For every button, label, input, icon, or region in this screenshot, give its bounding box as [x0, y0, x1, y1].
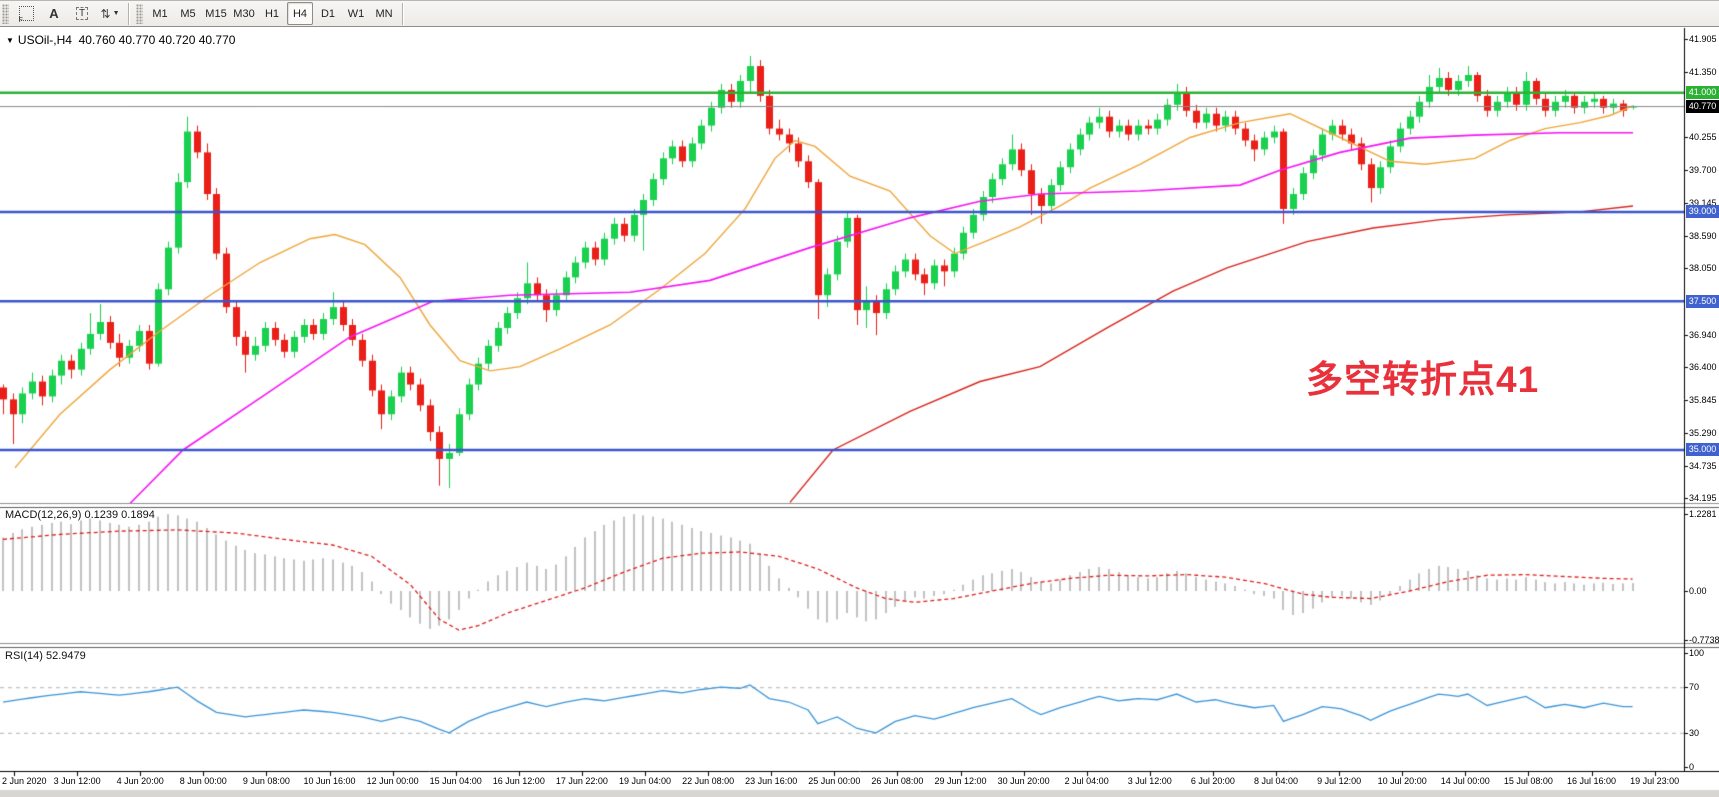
rsi-axis-tick: 30: [1689, 727, 1700, 738]
price-axis-tick: 36.400: [1689, 361, 1717, 372]
time-axis-label: 3 Jun 12:00: [53, 776, 101, 786]
time-axis-label: 25 Jun 00:00: [808, 776, 861, 786]
time-axis-label: 4 Jun 20:00: [116, 776, 164, 786]
text-box-tool-button[interactable]: T: [69, 2, 95, 25]
macd-panel-label: MACD(12,26,9) 0.1239 0.1894: [5, 509, 155, 521]
toolbar-grip[interactable]: [2, 3, 9, 24]
text-box-icon: T: [75, 7, 89, 20]
time-axis-label: 9 Jul 12:00: [1317, 776, 1362, 786]
timeframe-h4-button[interactable]: H4: [287, 2, 313, 25]
time-axis-label: 30 Jun 20:00: [997, 776, 1050, 786]
price-axis-tick: 38.050: [1689, 263, 1717, 274]
toolbar-separator: [128, 2, 130, 25]
toolbar-grip[interactable]: [136, 3, 143, 24]
time-axis-label: 6 Jul 20:00: [1190, 776, 1235, 786]
price-axis-tick: 38.590: [1689, 231, 1717, 242]
price-axis-tick: 35.290: [1689, 427, 1717, 438]
price-level-badge: 37.500: [1686, 294, 1719, 308]
symbol-name: USOil-,H4: [17, 33, 72, 47]
timeframe-d1-button[interactable]: D1: [320, 7, 336, 20]
rsi-panel-label: RSI(14) 52.9479: [5, 650, 86, 662]
time-axis-label: 15 Jul 08:00: [1503, 776, 1553, 786]
time-axis-label: 29 Jun 12:00: [934, 776, 987, 786]
rsi-axis-tick: 0: [1689, 762, 1695, 772]
time-axis-label: 26 Jun 08:00: [871, 776, 924, 786]
price-axis-tick: 41.350: [1689, 67, 1717, 78]
time-axis-label: 19 Jul 23:00: [1630, 776, 1680, 786]
arrows-icon: ⇅: [100, 6, 111, 21]
time-axis-label: 8 Jul 04:00: [1253, 776, 1299, 786]
price-axis-tick: 35.845: [1689, 394, 1717, 405]
rsi-axis-tick: 100: [1689, 648, 1705, 658]
price-level-badge: 39.000: [1686, 205, 1719, 219]
time-axis-label: 3 Jul 12:00: [1127, 776, 1172, 786]
timeframe-m30-button[interactable]: M30: [233, 7, 255, 20]
time-axis-label: 16 Jun 12:00: [492, 776, 545, 786]
time-axis-label: 17 Jun 22:00: [555, 776, 608, 786]
triangle-down-icon: ▼: [6, 36, 14, 45]
time-axis-label: 14 Jul 00:00: [1440, 776, 1490, 786]
chevron-down-icon: ▼: [112, 10, 120, 17]
time-axis-label: 2 Jun 2020: [2, 776, 47, 786]
macd-axis-tick: 1.2281: [1689, 508, 1717, 519]
price-axis-tick: 34.195: [1689, 492, 1717, 503]
time-axis-label: 12 Jun 00:00: [366, 776, 419, 786]
timeframe-m5-button[interactable]: M5: [180, 7, 196, 20]
time-axis-label: 16 Jul 16:00: [1566, 776, 1617, 786]
price-axis-tick: 41.905: [1689, 34, 1717, 44]
timeframe-m1-button[interactable]: M1: [152, 7, 168, 20]
time-axis-label: 10 Jul 20:00: [1377, 776, 1427, 786]
price-axis-tick: 39.700: [1689, 165, 1717, 176]
time-axis-label: 10 Jun 16:00: [303, 776, 356, 786]
price-axis-tick: 39.145: [1689, 198, 1717, 209]
price-axis-tick: 40.255: [1689, 132, 1717, 143]
time-axis-label: 23 Jun 16:00: [745, 776, 798, 786]
macd-axis-tick: 0.00: [1689, 586, 1707, 596]
time-axis-label: 15 Jun 04:00: [429, 776, 482, 786]
text-label-icon: A: [49, 6, 59, 21]
toolbar-separator: [402, 2, 404, 25]
timeframe-h1-button[interactable]: H1: [264, 7, 280, 20]
chart-grid-tool-button[interactable]: F: [13, 2, 39, 25]
price-axis-tick: 34.735: [1689, 460, 1717, 471]
time-axis-label: 22 Jun 08:00: [682, 776, 735, 786]
chart-text-annotation: 多空转折点41: [1306, 359, 1540, 400]
macd-axis-tick: -0.7738: [1689, 634, 1719, 645]
timeframe-m15-button[interactable]: M15: [205, 7, 227, 20]
price-level-badge: 40.770: [1686, 100, 1719, 114]
timeframe-mn-button[interactable]: MN: [375, 7, 393, 20]
time-axis-label: 2 Jul 04:00: [1064, 776, 1109, 786]
chart-symbol-title: ▼ USOil-,H4 40.760 40.770 40.720 40.770: [6, 33, 235, 47]
rsi-axis-tick: 70: [1689, 682, 1700, 693]
grid-icon: F: [18, 6, 34, 24]
time-axis-label: 19 Jun 04:00: [618, 776, 672, 786]
price-axis-tick: 36.940: [1689, 329, 1717, 340]
symbol-ohlc-values: 40.760 40.770 40.720 40.770: [78, 33, 236, 47]
time-axis-label: 9 Jun 08:00: [242, 776, 290, 786]
price-level-badge: 41.000: [1686, 86, 1719, 100]
time-axis-label: 8 Jun 00:00: [179, 776, 227, 786]
chart-toolbar: F A T ⇅ ▼ M1 M5 M15 M30 H1 H4 D1 W1 MN: [0, 0, 1719, 27]
price-level-badge: 35.000: [1686, 443, 1719, 457]
arrow-styles-button[interactable]: ⇅ ▼: [97, 2, 123, 25]
text-label-tool-button[interactable]: A: [41, 2, 67, 25]
timeframe-w1-button[interactable]: W1: [347, 7, 365, 20]
